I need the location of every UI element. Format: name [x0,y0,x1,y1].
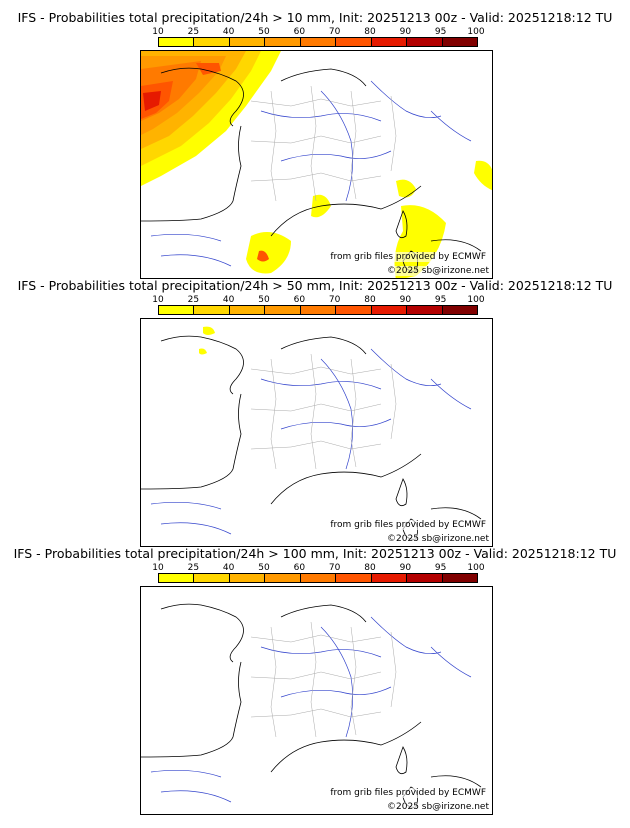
panel-title: IFS - Probabilities total precipitation/… [13,546,617,561]
colorbar-segment [407,306,443,314]
colorbar [158,305,478,315]
map-drawing [141,603,482,808]
colorbar-segment [407,38,443,46]
region-borders [250,85,397,202]
scale-label: 90 [399,27,412,37]
scale-label: 100 [467,295,485,305]
colorbar [158,573,478,583]
scale-label: 80 [364,27,376,37]
credit-text: from grib files provided by ECMWF [330,520,486,530]
scale-label: 10 [152,27,164,37]
region-borders [250,353,397,470]
colorbar [158,37,478,47]
copyright-text: ©2025 sb@irizone.net [387,266,489,276]
colorbar-segment [265,574,301,582]
coastlines [141,335,482,540]
scale-label: 50 [258,27,270,37]
region-borders [250,621,397,738]
credit-text: from grib files provided by ECMWF [330,252,486,262]
colorbar-segment [336,38,372,46]
colorbar-segment [229,38,266,46]
precip-shading [199,326,215,355]
scale-label: 10 [152,563,164,573]
colorbar-segment [229,306,266,314]
colorbar-segment [265,306,301,314]
scale-label: 10 [152,295,164,305]
rivers [150,348,472,535]
colorbar-segment [442,574,477,582]
probability-map: from grib files provided by ECMWF ©2025 … [140,586,493,815]
copyright-text: ©2025 sb@irizone.net [387,802,489,812]
map-drawing [141,51,492,278]
scale-label: 95 [434,563,447,573]
credit-text: from grib files provided by ECMWF [330,788,486,798]
panel-title: IFS - Probabilities total precipitation/… [17,10,613,25]
scale-label: 60 [293,27,306,37]
colorbar-segment [336,306,372,314]
scale-label: 70 [328,295,341,305]
colorbar-segment [407,574,443,582]
scale-label: 70 [328,563,341,573]
rivers [150,616,472,803]
colorbar-segment [159,574,195,582]
scale-labels: 10 25 40 50 60 70 80 90 95 100 [150,295,490,305]
scale-label: 70 [328,27,341,37]
colorbar-segment [371,574,408,582]
scale-label: 80 [364,563,376,573]
scale-label: 100 [467,27,485,37]
copyright-text: ©2025 sb@irizone.net [387,534,489,544]
probability-map: from grib files provided by ECMWF ©2025 … [140,318,493,547]
colorbar-segment [159,38,195,46]
colorbar-segment [229,574,266,582]
colorbar-segment [159,306,195,314]
panel-title: IFS - Probabilities total precipitation/… [17,278,613,293]
colorbar-segment [336,574,372,582]
colorbar-segment [371,306,408,314]
scale-label: 60 [293,295,306,305]
scale-label: 50 [258,295,270,305]
colorbar-segment [194,38,230,46]
colorbar-segment [442,38,477,46]
coastlines [141,603,482,808]
colorbar-segment [300,38,337,46]
scale-label: 90 [399,563,412,573]
colorbar-segment [442,306,477,314]
rivers [150,80,472,267]
scale-label: 100 [467,563,485,573]
colorbar-segment [265,38,301,46]
colorbar-segment [300,306,337,314]
scale-label: 95 [434,27,447,37]
colorbar-segment [371,38,408,46]
precip-shading [141,51,492,278]
scale-label: 60 [293,563,306,573]
map-drawing [141,326,482,540]
panel-100mm: IFS - Probabilities total precipitation/… [0,546,630,816]
scale-label: 50 [258,563,270,573]
panel-50mm: IFS - Probabilities total precipitation/… [0,278,630,548]
scale-label: 40 [222,295,235,305]
scale-label: 80 [364,295,376,305]
colorbar-segment [194,306,230,314]
scale-labels: 10 25 40 50 60 70 80 90 95 100 [150,27,490,37]
scale-label: 25 [187,563,200,573]
colorbar-segment [194,574,230,582]
colorbar-segment [300,574,337,582]
scale-label: 25 [187,27,200,37]
scale-label: 40 [222,27,235,37]
scale-label: 40 [222,563,235,573]
scale-labels: 10 25 40 50 60 70 80 90 95 100 [150,563,490,573]
scale-label: 25 [187,295,200,305]
probability-map: from grib files provided by ECMWF ©2025 … [140,50,493,279]
scale-label: 95 [434,295,447,305]
panel-10mm: IFS - Probabilities total precipitation/… [0,10,630,280]
scale-label: 90 [399,295,412,305]
